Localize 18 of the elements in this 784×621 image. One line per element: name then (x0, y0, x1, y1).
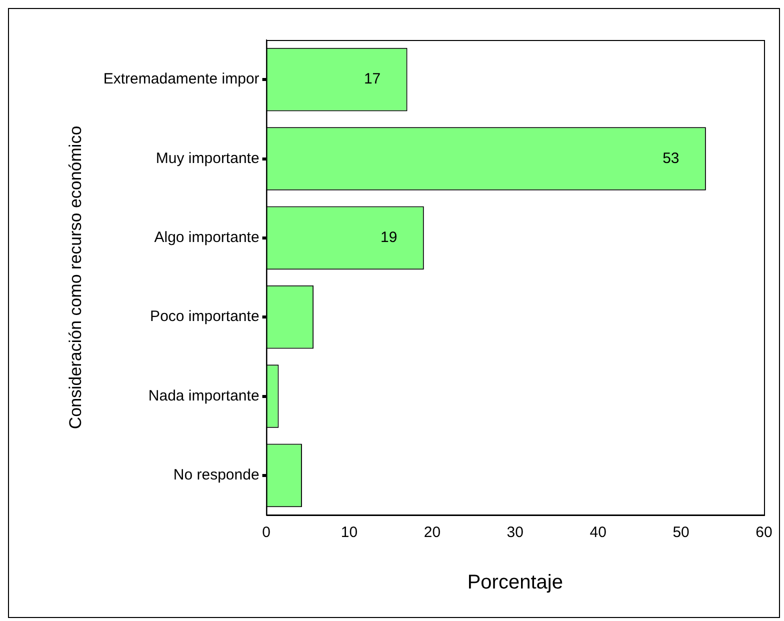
y-axis-title: Consideración como recurso económico (66, 126, 85, 430)
y-tick-label: No responde (173, 466, 260, 484)
x-tick-label: 40 (590, 524, 606, 542)
x-tick-label: 30 (506, 524, 524, 542)
y-tick-label: Algo importante (154, 229, 260, 246)
y-tick-label: Poco importante (150, 308, 260, 326)
y-tick-label: Extremadamente impor (103, 70, 260, 88)
y-tick-label: Muy importante (156, 150, 260, 167)
data-label: 19 (380, 229, 398, 246)
x-tick-label: 60 (756, 524, 772, 542)
x-tick-label: 20 (424, 524, 441, 542)
data-label: 53 (662, 150, 680, 167)
x-tick-label: 0 (262, 524, 270, 542)
data-label: 17 (364, 70, 381, 88)
y-tick-label: Nada importante (148, 387, 260, 404)
x-axis-title: Porcentaje (467, 572, 563, 594)
x-tick-label: 10 (340, 524, 358, 542)
x-tick-label: 50 (672, 524, 690, 542)
